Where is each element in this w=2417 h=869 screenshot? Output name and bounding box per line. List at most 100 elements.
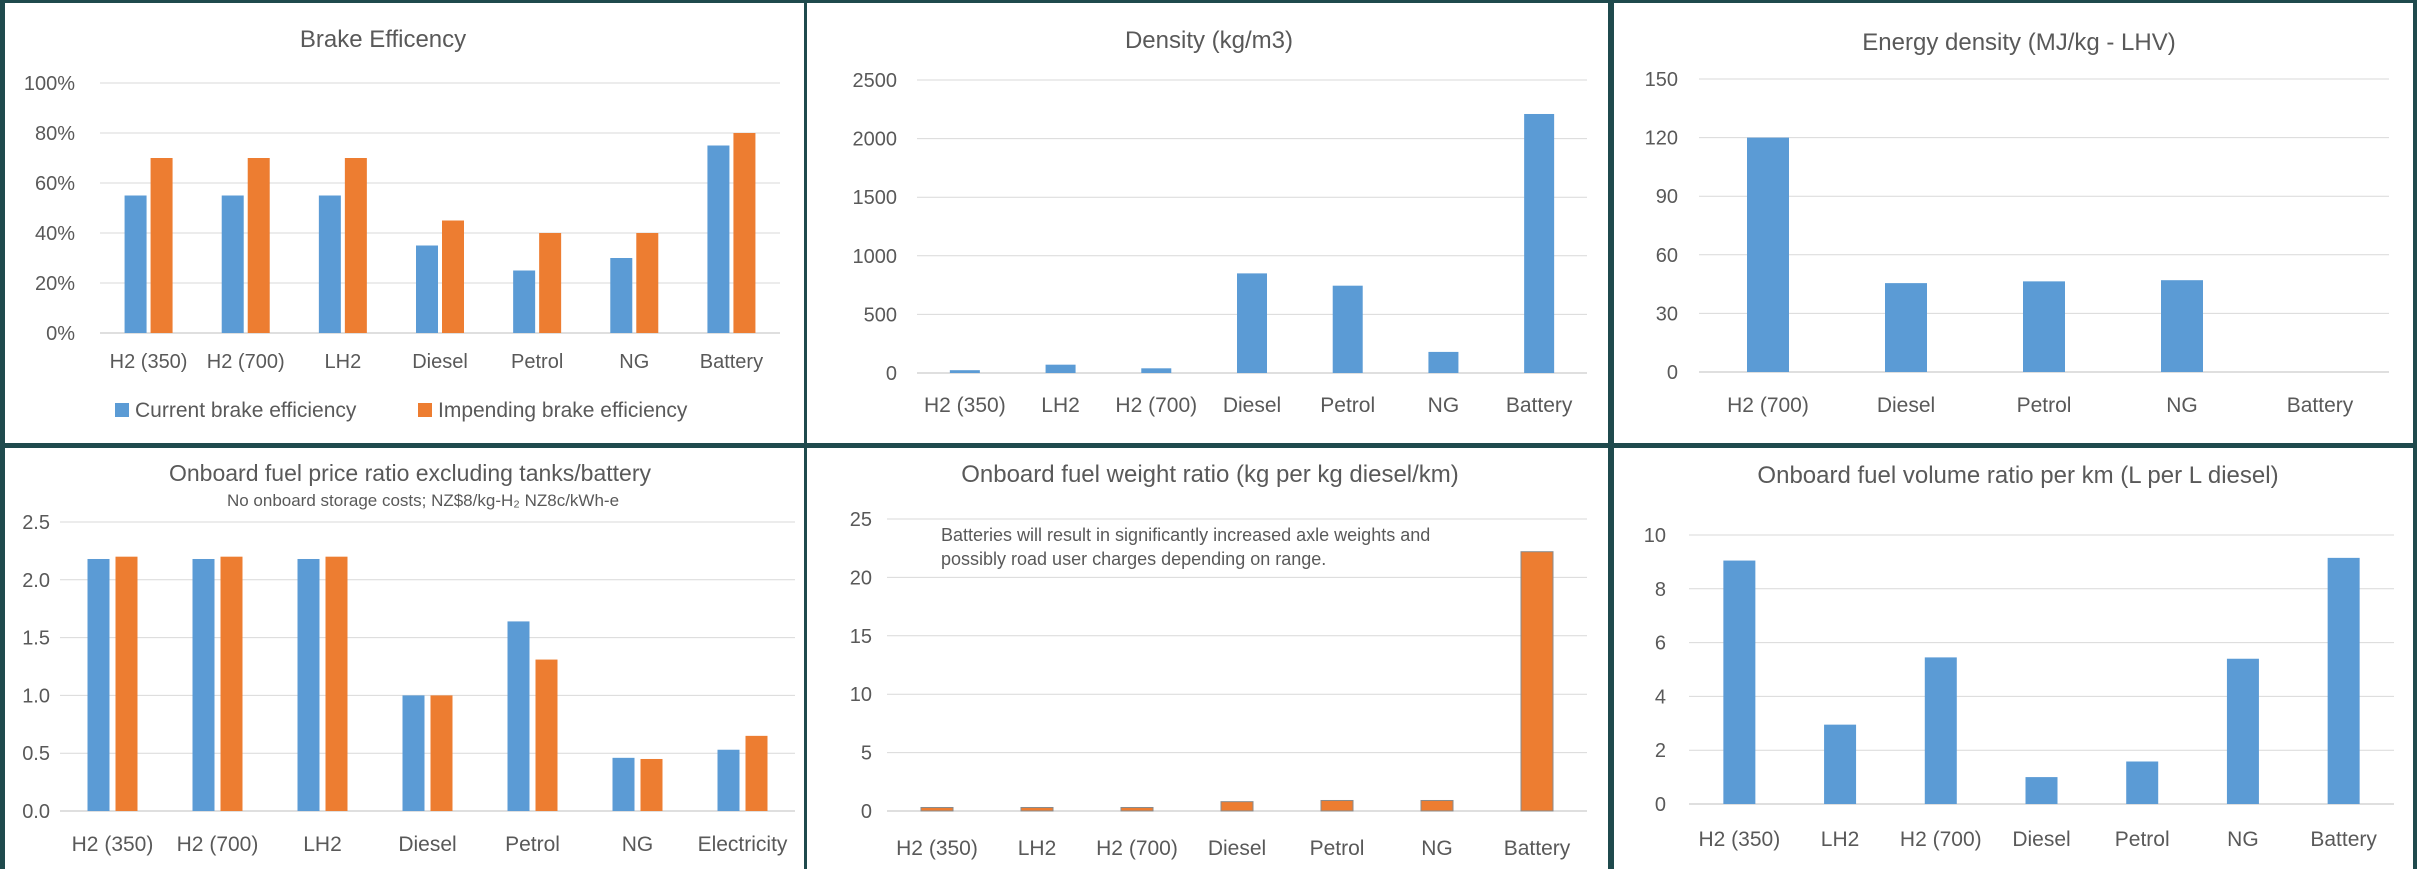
chart-subtitle: No onboard storage costs; NZ$8/kg-H₂ NZ8… <box>227 491 619 510</box>
y-tick-label: 40% <box>35 223 75 245</box>
chart-annotation-line-1: Batteries will result in significantly i… <box>941 525 1430 545</box>
bars <box>949 113 1555 373</box>
y-tick-label: 90 <box>1656 186 1678 208</box>
bar-battery-series-1 <box>707 145 730 333</box>
gridlines <box>1689 534 2394 805</box>
chart-panel-fuel-price-ratio: Onboard fuel price ratio excluding tanks… <box>5 448 804 869</box>
y-axis-ticks: 0 2 4 6 8 10 <box>1644 525 1666 816</box>
x-category-label: Petrol <box>511 351 563 373</box>
bar-h2-350--series-1 <box>1723 560 1756 804</box>
x-category-label: Diesel <box>398 833 456 856</box>
y-tick-label: 1.0 <box>22 685 50 707</box>
chart-title: Energy density (MJ/kg - LHV) <box>1862 29 2175 56</box>
y-tick-label: 8 <box>1655 579 1666 601</box>
bar-petrol-series-1 <box>2126 761 2159 804</box>
y-tick-label: 0 <box>1667 362 1678 384</box>
chart-svg: Density (kg/m3) 0 500 1000 1500 2000 2500 H2 … <box>853 27 1587 417</box>
bar-diesel-series-2 <box>430 695 453 811</box>
x-category-label: LH2 <box>303 833 342 856</box>
bar-h2-700--series-1 <box>1141 368 1172 373</box>
y-tick-label: 1000 <box>853 246 898 268</box>
bar-h2-700--series-1 <box>1924 657 1957 804</box>
y-tick-label: 2.5 <box>22 512 50 534</box>
y-tick-label: 6 <box>1655 633 1666 655</box>
x-axis-labels: H2 (350) H2 (700) LH2 Diesel Petrol NG Electri… <box>72 833 788 856</box>
chart-svg: Onboard fuel weight ratio (kg per kg die… <box>850 461 1587 860</box>
bar-lh2-series-1 <box>318 195 341 333</box>
bar-lh2-series-1 <box>297 558 320 811</box>
bar-petrol-series-1 <box>507 621 530 811</box>
y-axis-ticks: 0.0 0.5 1.0 1.5 2.0 2.5 <box>22 512 50 823</box>
bar-battery-series-2 <box>733 133 756 333</box>
legend-swatch-current <box>115 403 129 417</box>
bar-lh2-series-1 <box>1824 724 1857 804</box>
bar-h2-350--series-1 <box>920 806 954 812</box>
bar-diesel-series-1 <box>1237 273 1267 373</box>
bar-h2-350--series-2 <box>115 556 138 811</box>
x-category-label: Battery <box>2287 394 2354 417</box>
bar-battery-series-1 <box>2327 557 2360 804</box>
gridlines <box>100 82 780 334</box>
x-category-label: Petrol <box>2017 394 2072 417</box>
bar-ng-series-1 <box>610 258 633 333</box>
x-category-label: NG <box>2227 828 2259 851</box>
y-tick-label: 120 <box>1645 128 1678 150</box>
x-axis-labels: H2 (350) LH2 H2 (700) Diesel Petrol NG Battery <box>896 837 1571 860</box>
y-tick-label: 2.0 <box>22 570 50 592</box>
bar-diesel-series-1 <box>1220 801 1254 812</box>
x-category-label: H2 (700) <box>1900 828 1982 851</box>
bar-battery-series-1 <box>1524 113 1555 373</box>
bar-h2-700--series-1 <box>221 195 244 333</box>
y-axis-ticks: 0 30 60 90 120 150 <box>1645 69 1678 384</box>
chart-title: Onboard fuel price ratio excluding tanks… <box>169 460 651 486</box>
x-category-label: Petrol <box>2115 828 2170 851</box>
x-category-label: H2 (700) <box>177 833 259 856</box>
bar-h2-700--series-1 <box>1747 137 1789 372</box>
bar-h2-700--series-1 <box>1120 806 1154 812</box>
x-category-label: Battery <box>2310 828 2377 851</box>
bar-petrol-series-1 <box>513 270 536 333</box>
y-axis-ticks: 0 500 1000 1500 2000 2500 <box>853 70 898 385</box>
x-category-label: Petrol <box>1320 394 1375 417</box>
x-category-label: H2 (700) <box>207 351 285 373</box>
bar-diesel-series-1 <box>2025 777 2058 804</box>
chart-title: Density (kg/m3) <box>1125 27 1293 54</box>
y-axis-ticks: 0 5 10 15 20 25 <box>850 509 872 823</box>
bars <box>1747 137 2203 372</box>
y-tick-label: 0.5 <box>22 743 50 765</box>
bars <box>87 556 768 811</box>
chart-title: Onboard fuel volume ratio per km (L per … <box>1757 462 2278 489</box>
y-tick-label: 1.5 <box>22 628 50 650</box>
y-tick-label: 0% <box>46 323 75 345</box>
x-category-label: H2 (700) <box>1727 394 1809 417</box>
bar-petrol-series-1 <box>1320 799 1354 812</box>
chart-svg: Energy density (MJ/kg - LHV) 0 30 60 90 120 1… <box>1645 29 2389 417</box>
legend: Current brake efficiency Impending brake… <box>115 399 688 422</box>
x-category-label: NG <box>619 351 649 373</box>
x-category-label: Diesel <box>1223 394 1281 417</box>
bars <box>920 551 1554 812</box>
y-tick-label: 100% <box>24 73 75 95</box>
bar-ng-series-2 <box>636 233 659 333</box>
x-category-label: LH2 <box>1018 837 1057 860</box>
y-tick-label: 1500 <box>853 187 898 209</box>
y-tick-label: 5 <box>861 743 872 765</box>
x-category-label: H2 (700) <box>1115 394 1197 417</box>
y-tick-label: 0 <box>861 801 872 823</box>
x-category-label: Diesel <box>412 351 468 373</box>
bar-petrol-series-1 <box>1332 285 1363 373</box>
x-category-label: NG <box>1428 394 1460 417</box>
bar-diesel-series-1 <box>1885 283 1927 372</box>
y-tick-label: 25 <box>850 509 872 531</box>
y-tick-label: 2 <box>1655 740 1666 762</box>
bars <box>1723 557 2360 804</box>
bar-ng-series-1 <box>2226 658 2259 804</box>
legend-label-impending: Impending brake efficiency <box>438 399 688 422</box>
y-tick-label: 150 <box>1645 69 1678 91</box>
legend-label-current: Current brake efficiency <box>135 399 357 422</box>
x-category-label: LH2 <box>1041 394 1080 417</box>
bar-diesel-series-1 <box>416 245 438 333</box>
gridlines <box>917 79 1587 374</box>
y-tick-label: 80% <box>35 123 75 145</box>
y-tick-label: 60% <box>35 173 75 195</box>
